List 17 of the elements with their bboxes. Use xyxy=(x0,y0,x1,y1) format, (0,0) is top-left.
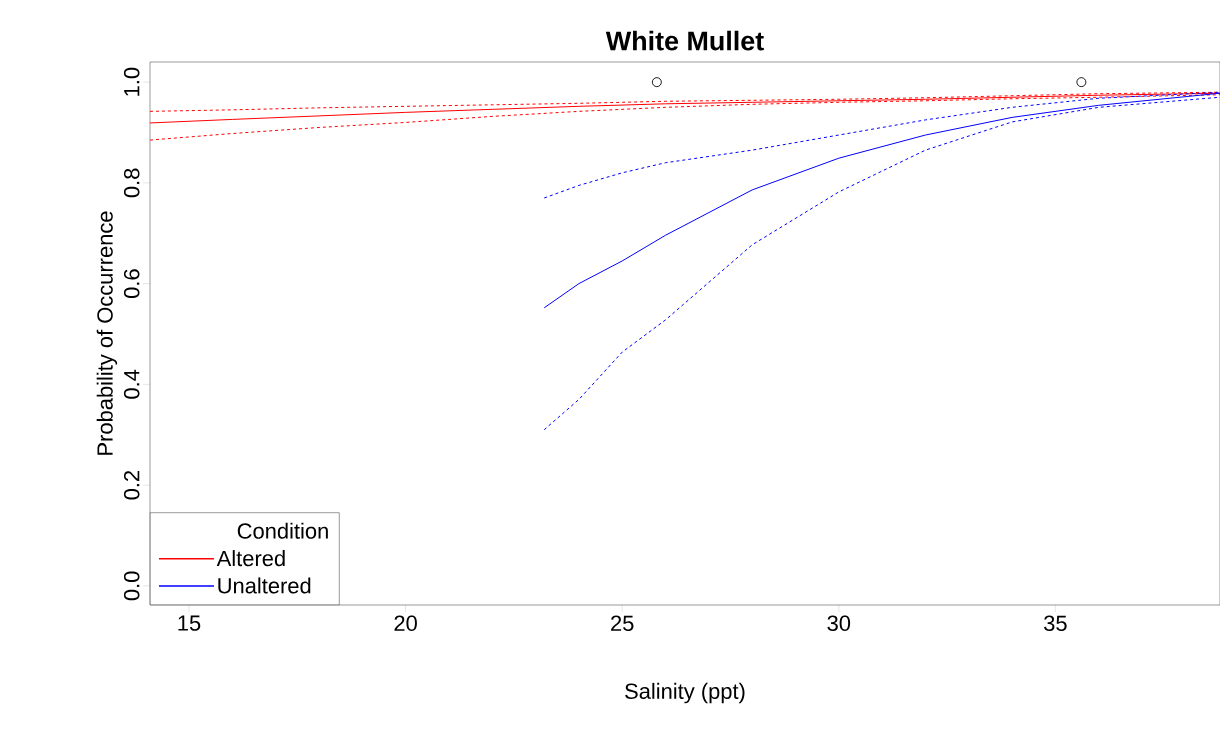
x-tick-label: 25 xyxy=(611,615,634,632)
y-tick-label: 0.8 xyxy=(123,168,140,198)
x-tick-label: 35 xyxy=(1044,615,1067,632)
legend-title: Condition xyxy=(237,522,328,539)
x-tick-label: 30 xyxy=(827,615,851,632)
legend-label: Unaltered xyxy=(218,577,311,594)
y-tick-label: 0.0 xyxy=(123,571,140,601)
y-tick-label: 1.0 xyxy=(123,67,140,96)
legend-label: Altered xyxy=(216,550,285,567)
chart-title: White Mullet xyxy=(605,30,764,51)
y-tick-label: 0.6 xyxy=(123,269,140,299)
y-axis-title: Probability of Occurrence xyxy=(96,211,118,455)
x-tick-label: 15 xyxy=(178,615,201,631)
y-tick-label: 0.4 xyxy=(123,369,140,399)
x-tick-label: 20 xyxy=(394,615,417,632)
y-tick-label: 0.2 xyxy=(123,470,140,500)
x-axis-title: Salinity (ppt) xyxy=(625,682,745,704)
